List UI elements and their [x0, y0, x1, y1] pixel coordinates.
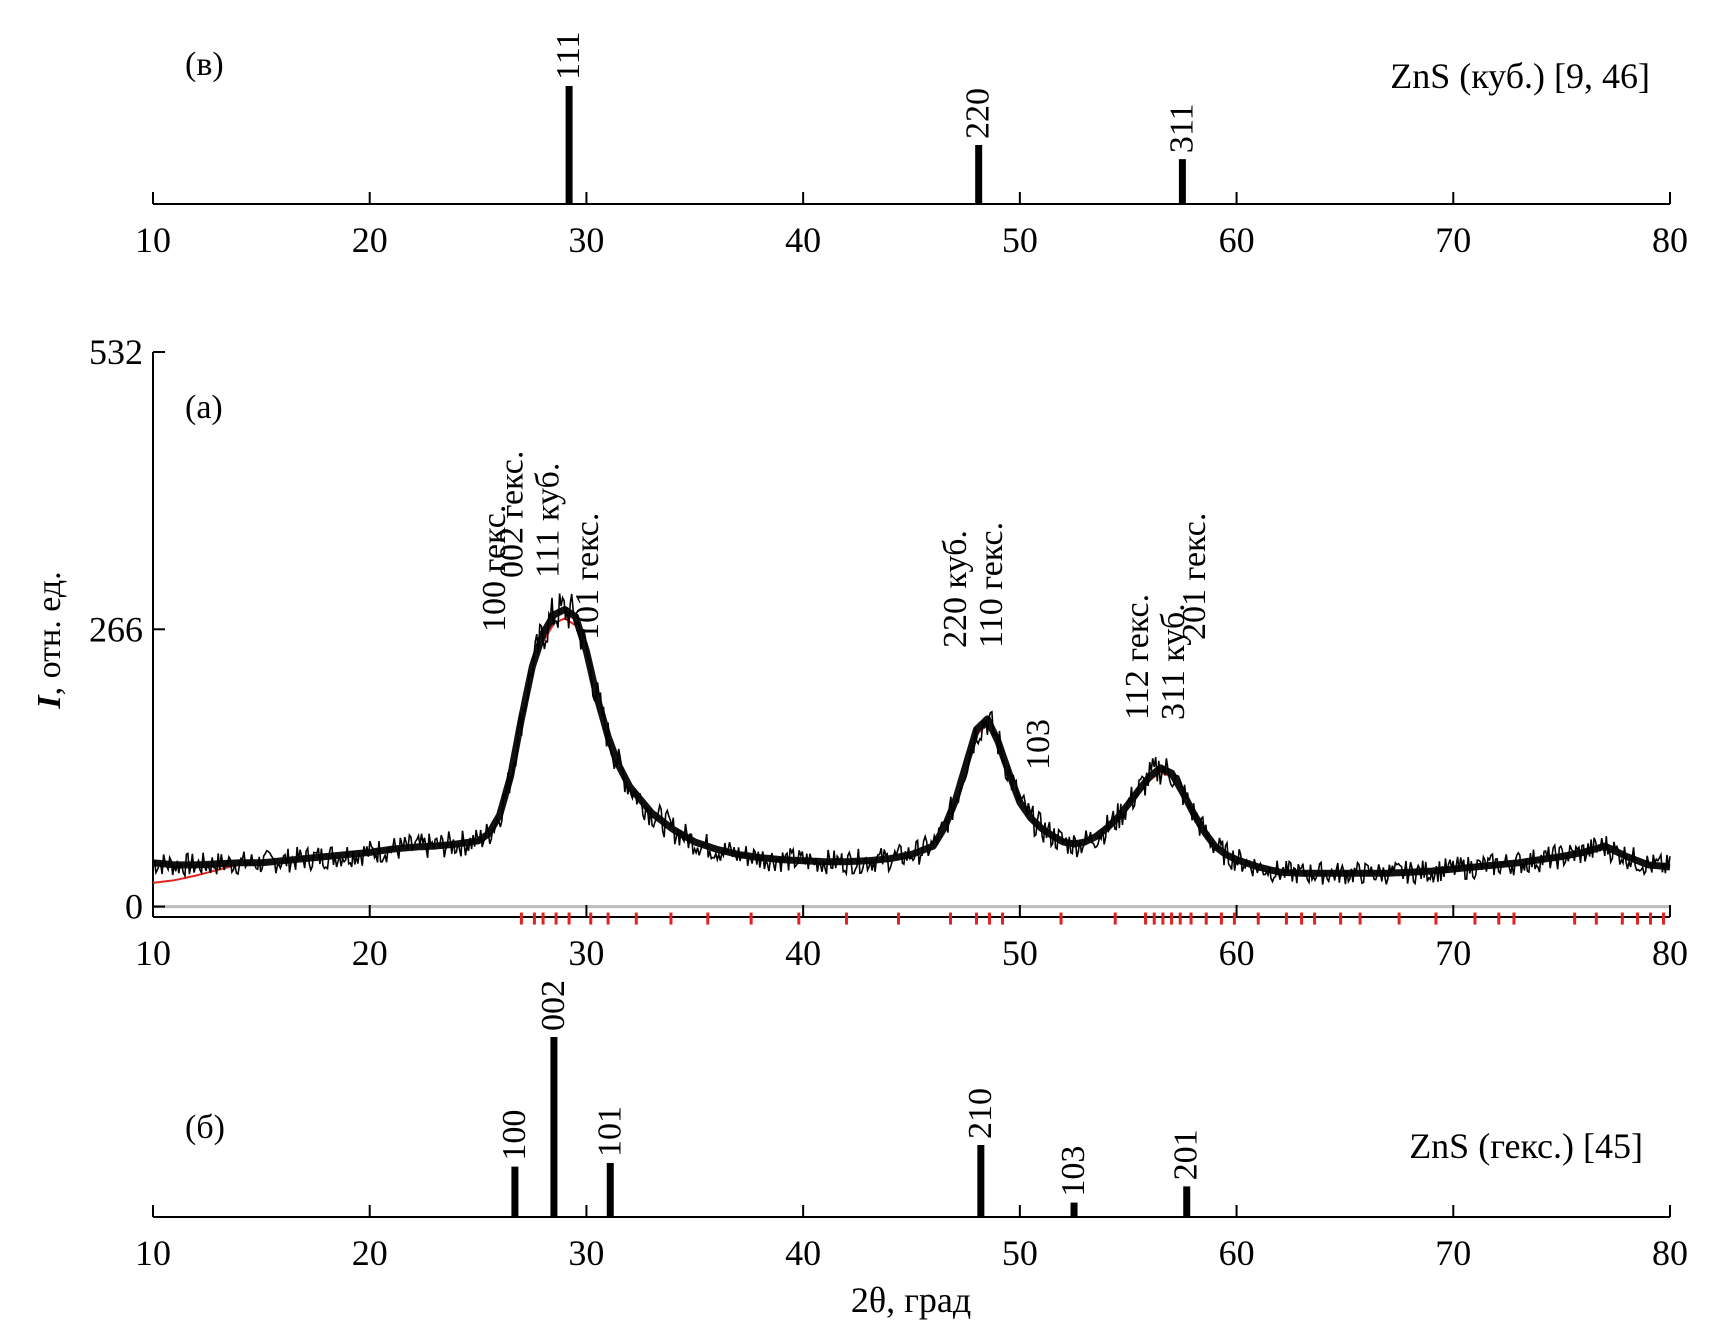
x-tick-label: 40	[785, 933, 821, 973]
peak-annotation-text: 103	[1020, 719, 1057, 770]
peak-annotation: 002 гекс. 111 куб.	[494, 451, 567, 578]
x-tick-label: 60	[1219, 1233, 1255, 1273]
peak-label: 103	[1055, 1146, 1092, 1197]
x-tick-label: 10	[135, 1233, 171, 1273]
peak-annotation: 100 гекс.	[476, 505, 513, 632]
x-tick-label: 30	[568, 1233, 604, 1273]
peak-annotations: 100 гекс.002 гекс. 111 куб. 101 гекс. 220 к…	[476, 451, 1213, 770]
peak-annotation: 103	[1020, 719, 1057, 770]
x-tick-label: 20	[352, 1233, 388, 1273]
x-tick-label: 30	[568, 220, 604, 260]
x-tick-label: 50	[1002, 933, 1038, 973]
x-tick-label: 70	[1435, 933, 1471, 973]
panel-label: (б)	[185, 1109, 225, 1146]
panel-cubic-reference: (в) ZnS (куб.) [9, 46] 10 20 30 40 50 60 70 80 …	[135, 32, 1688, 260]
x-tick-label: 50	[1002, 1233, 1038, 1273]
peak-label: 101	[591, 1106, 628, 1157]
y-tick-label: 532	[89, 332, 143, 372]
fit-curve	[152, 617, 1671, 884]
peak-annotation-text: 110 гекс.	[973, 522, 1010, 648]
peak-annotation-text: 112 гекс.	[1119, 594, 1156, 720]
x-tick-labels: 10 20 30 40 50 60 70 80	[135, 1233, 1688, 1273]
x-tick-label: 80	[1652, 933, 1688, 973]
y-tick-label: 0	[125, 887, 143, 927]
x-tick-label: 80	[1652, 1233, 1688, 1273]
x-tick-label: 70	[1435, 1233, 1471, 1273]
peak-bar	[606, 1163, 614, 1217]
observed-noise	[152, 593, 1671, 886]
panel-label: (в)	[185, 46, 224, 83]
peak-annotation: 101 гекс.	[569, 513, 606, 640]
peak-label: 210	[962, 1088, 999, 1139]
peak-label: 220	[960, 88, 997, 139]
peak-annotation: 201 гекс.	[1176, 513, 1213, 640]
x-tick-label: 10	[135, 220, 171, 260]
peak-annotation-text: 100 гекс.	[476, 505, 513, 632]
x-ticks	[152, 905, 1671, 917]
x-tick-label: 80	[1652, 220, 1688, 260]
x-tick-label: 60	[1219, 933, 1255, 973]
y-tick-label: 266	[89, 609, 143, 649]
x-axis-label: 2θ, град	[851, 1280, 971, 1320]
peak-bar	[975, 145, 983, 204]
peak-bar	[550, 1037, 558, 1217]
panel-experimental-pattern: (а) I, отн. ед. 0 266 532 10 20 30 40 50 60 70 80…	[31, 332, 1688, 973]
y-tick-labels: 0 266 532	[89, 332, 143, 927]
x-tick-label: 70	[1435, 220, 1471, 260]
peak-label: 311	[1163, 103, 1200, 153]
x-ticks	[152, 1205, 1671, 1217]
x-tick-label: 40	[785, 1233, 821, 1273]
peak-bar	[565, 86, 573, 204]
x-tick-labels: 10 20 30 40 50 60 70 80	[135, 933, 1688, 973]
peak-annotation-text: 101 гекс.	[569, 513, 606, 640]
peak-annotation-text: 111 куб.	[530, 463, 567, 578]
x-tick-label: 10	[135, 933, 171, 973]
x-ticks	[152, 192, 1671, 204]
panel-label: (а)	[185, 389, 223, 426]
legend-label: ZnS (гекс.) [45]	[1409, 1126, 1643, 1166]
peak-bar	[977, 1145, 985, 1217]
reference-peaks: 100 002 101 210 103 201	[496, 980, 1205, 1217]
panel-hexagonal-reference: (б) ZnS (гекс.) [45] 10 20 30 40 50 60 70 80 10…	[135, 980, 1688, 1320]
peak-annotation-text: 311 куб.	[1155, 603, 1192, 720]
x-tick-label: 20	[352, 220, 388, 260]
peak-label: 111	[550, 32, 587, 80]
x-tick-labels: 10 20 30 40 50 60 70 80	[135, 220, 1688, 260]
peak-label: 002	[535, 980, 572, 1031]
peak-bar	[1178, 159, 1186, 204]
peak-annotation-text: 201 гекс.	[1176, 513, 1213, 640]
x-tick-label: 60	[1219, 220, 1255, 260]
peak-annotation-text: 220 куб.	[937, 530, 974, 648]
peak-annotation: 112 гекс. 311 куб.	[1119, 594, 1192, 720]
x-tick-label: 50	[1002, 220, 1038, 260]
reference-peaks: 111 220 311	[550, 32, 1200, 204]
peak-bar	[1070, 1202, 1078, 1217]
x-tick-label: 20	[352, 933, 388, 973]
y-ticks	[153, 351, 165, 908]
calculated-ticks	[519, 912, 1665, 925]
y-axis-label: I, отн. ед.	[31, 571, 68, 709]
peak-bar	[1183, 1186, 1191, 1217]
peak-bar	[511, 1166, 519, 1217]
x-tick-label: 30	[568, 933, 604, 973]
peak-annotation: 220 куб. 110 гекс.	[937, 522, 1010, 648]
peak-annotation-text: 002 гекс.	[494, 451, 531, 578]
x-tick-label: 40	[785, 220, 821, 260]
legend-label: ZnS (куб.) [9, 46]	[1390, 56, 1650, 96]
peak-label: 100	[496, 1110, 533, 1161]
observed-curve	[151, 606, 1672, 877]
peak-label: 201	[1168, 1129, 1205, 1180]
